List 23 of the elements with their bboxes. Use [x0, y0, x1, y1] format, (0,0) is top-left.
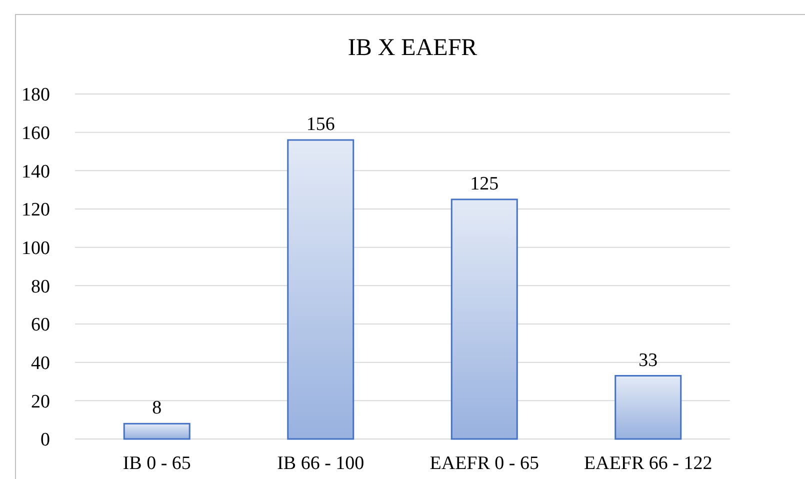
bar	[450, 198, 518, 440]
y-tick-label: 100	[22, 238, 50, 259]
y-tick-label: 20	[31, 391, 50, 412]
data-label: 33	[638, 350, 658, 371]
chart-title: IB X EAEFR	[348, 35, 478, 61]
x-tick-label: IB 66 - 100	[277, 453, 364, 474]
x-tick-label: IB 0 - 65	[122, 453, 191, 474]
x-tick-label: EAEFR 0 - 65	[430, 453, 539, 474]
bar	[287, 139, 354, 440]
y-tick-label: 160	[22, 122, 50, 144]
y-tick-label: 140	[22, 161, 50, 182]
x-tick-label: EAEFR 66 - 122	[584, 453, 712, 474]
y-tick-label: 40	[31, 352, 50, 374]
data-label: 8	[152, 398, 162, 419]
bar	[123, 422, 190, 440]
y-tick-label: 0	[40, 430, 50, 451]
y-tick-label: 120	[22, 200, 50, 221]
y-tick-label: 80	[31, 276, 50, 298]
bar	[614, 375, 682, 440]
data-label: 125	[470, 173, 499, 194]
data-label: 156	[306, 114, 335, 135]
y-tick-label: 60	[31, 314, 50, 336]
y-tick-label: 180	[22, 84, 50, 106]
